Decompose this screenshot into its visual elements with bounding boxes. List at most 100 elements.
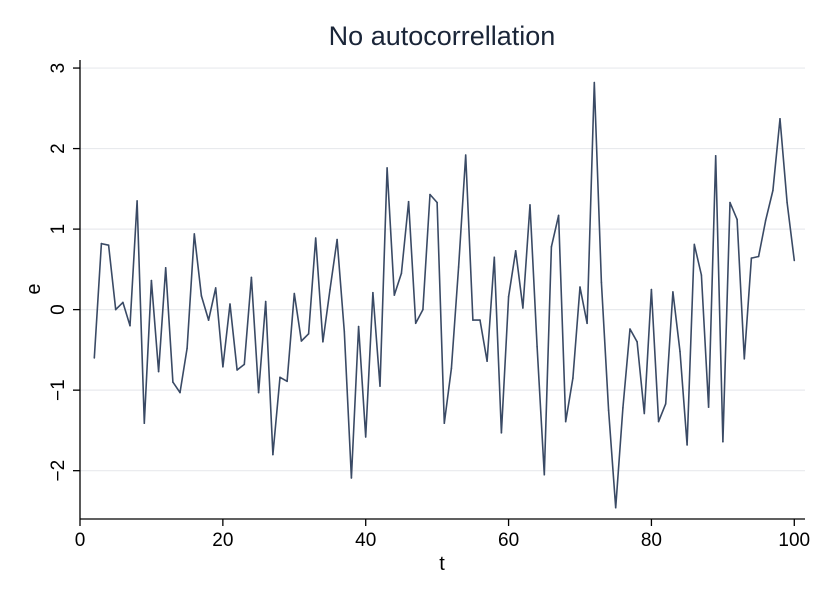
x-tick-label: 40 [355,530,376,551]
x-ticks: 0 20 40 60 80 100 [75,519,810,551]
data-point [679,350,681,353]
x-tick-label: 80 [641,530,662,551]
y-axis-label: e [23,283,45,294]
y-tick-label: −2 [48,460,69,482]
data-point [150,279,153,282]
data-point [93,357,96,359]
data-point [443,422,446,425]
data-point [450,367,453,370]
data-point [343,330,346,333]
y-ticks: −2 −1 0 1 2 3 [48,63,80,482]
data-point [757,255,760,258]
data-point [650,288,653,291]
data-point [336,238,338,241]
data-point [357,325,360,328]
data-point [314,237,317,239]
x-axis-label: t [439,553,445,575]
y-tick-label: 0 [48,304,69,315]
x-tick-label: 0 [75,530,86,551]
data-point [207,319,210,321]
data-point [564,420,567,423]
data-point [764,219,767,221]
data-point [643,412,646,415]
data-point [243,363,246,366]
data-point [322,341,324,343]
data-point [200,295,203,297]
data-point [464,154,467,156]
data-point [350,477,353,479]
data-point [250,276,253,279]
data-point [743,358,746,360]
data-point [729,201,731,204]
data-point [400,272,403,275]
data-point [550,246,553,248]
data-point [114,308,117,311]
x-tick-label: 20 [212,530,233,551]
data-point [429,193,431,196]
data-point [622,407,624,409]
data-point [664,403,667,405]
data-point [279,376,281,379]
data-point [100,242,103,245]
data-point [372,291,374,294]
data-point [514,250,517,252]
data-point [407,200,410,203]
y-tick-label: −1 [48,379,69,401]
data-point [557,214,560,217]
data-point [386,167,388,169]
data-point [536,345,538,348]
data-point [422,308,424,311]
data-point [129,324,131,327]
y-tick-label: 1 [48,224,69,235]
y-tick-label: 2 [48,143,69,154]
data-point [657,420,660,423]
data-point [714,155,717,157]
data-point [672,291,674,293]
data-point [436,201,438,204]
data-point [300,340,303,342]
data-point [607,409,610,412]
data-point [229,303,231,305]
x-tick-label: 60 [498,530,519,551]
data-point [707,406,710,408]
data-point [286,380,288,383]
data-point [579,286,581,288]
data-point [193,233,196,235]
data-point [236,369,238,371]
data-point [172,381,174,383]
data-point [364,436,367,438]
data-point [793,259,796,262]
data-point [329,288,331,291]
data-point [600,281,603,284]
data-point [700,274,703,276]
data-point [507,295,510,298]
data-point [736,218,738,221]
data-point [629,328,631,330]
data-point [543,473,546,476]
data-point [393,294,396,296]
data-point [414,322,417,325]
series-points [93,81,796,509]
data-point [529,204,531,206]
data-point [786,201,788,204]
data-point [107,244,110,246]
data-point [457,266,460,268]
data-point [472,319,474,321]
data-point [264,300,267,303]
data-point [772,189,774,192]
data-point [157,370,160,373]
data-point [164,267,167,269]
data-point [693,243,696,246]
y-tick-label: 3 [48,63,69,74]
data-point [500,432,503,434]
data-point [293,292,296,295]
data-point [214,287,217,289]
data-point [614,506,617,509]
data-point [479,319,481,321]
data-point [179,391,181,394]
data-point [272,453,274,456]
data-point [493,256,496,259]
data-point [136,200,138,202]
data-point [522,307,524,309]
